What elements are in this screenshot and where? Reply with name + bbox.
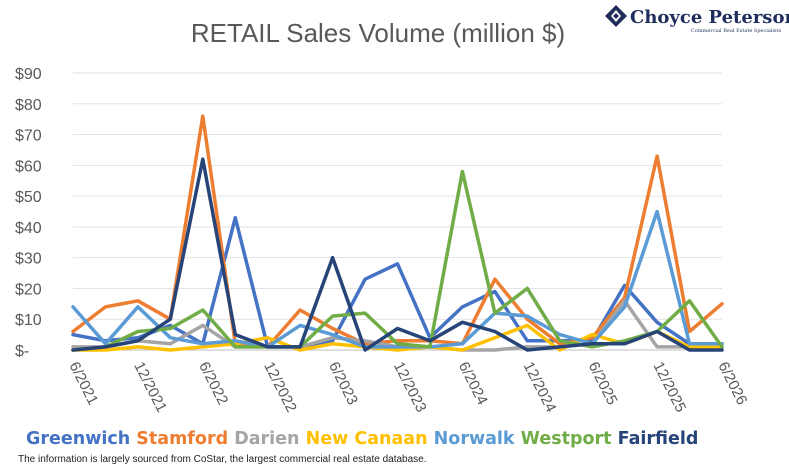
legend-item-stamford: Stamford	[130, 429, 228, 449]
series-line-greenwich	[71, 215, 724, 349]
y-tick-label: $70	[15, 128, 42, 145]
legend-item-fairfield: Fairfield	[612, 429, 699, 449]
x-tick-label: 12/2022	[260, 359, 300, 415]
y-tick-label: $50	[15, 189, 42, 206]
x-tick-label: 6/2024	[455, 359, 491, 408]
legend-item-new-canaan: New Canaan	[300, 429, 428, 449]
x-tick-label: 6/2023	[325, 359, 361, 408]
x-tick-label: 12/2024	[520, 359, 560, 415]
x-tick-label: 12/2025	[650, 359, 690, 415]
series-lines	[71, 114, 724, 352]
y-tick-label: $10	[15, 312, 42, 329]
legend: Greenwich Stamford Darien New Canaan Nor…	[26, 429, 698, 449]
x-axis-ticks: 6/2021 12/2021 6/2022 12/2022 6/2023 12/2023 6…	[65, 359, 750, 415]
logo-tagline: Commercial Real Estate Specialists	[691, 28, 782, 34]
x-tick-label: 12/2023	[390, 359, 430, 415]
y-tick-label: $80	[15, 97, 42, 114]
series-line-norwalk	[71, 209, 724, 349]
company-logo: Choyce Peterson Commercial Real Estate S…	[605, 5, 789, 34]
series-line-fairfield	[71, 157, 724, 352]
x-tick-label: 6/2022	[195, 359, 231, 408]
legend-item-westport: Westport	[515, 429, 612, 449]
y-tick-label: $90	[15, 66, 42, 83]
legend-item-norwalk: Norwalk	[428, 429, 515, 449]
legend-item-greenwich: Greenwich	[26, 429, 130, 449]
y-axis-ticks: $- $10 $20 $30 $40 $50 $60 $70 $80 $90	[15, 66, 42, 360]
series-line-new-canaan	[71, 323, 724, 352]
y-tick-label: $30	[15, 251, 42, 268]
chart-title: RETAIL Sales Volume (million $)	[191, 18, 565, 48]
y-tick-label: $-	[15, 343, 29, 360]
legend-item-darien: Darien	[228, 429, 299, 449]
footnote: The information is largely sourced from …	[18, 454, 427, 465]
x-tick-label: 6/2025	[585, 359, 621, 408]
y-tick-label: $40	[15, 220, 42, 237]
y-tick-label: $60	[15, 158, 42, 175]
y-tick-label: $20	[15, 281, 42, 298]
diamond-logo-icon	[605, 5, 627, 27]
x-tick-label: 6/2021	[65, 359, 101, 408]
series-line-stamford	[71, 114, 724, 349]
x-tick-label: 6/2026	[714, 359, 750, 408]
series-line-westport	[71, 169, 724, 352]
x-tick-label: 12/2021	[130, 359, 170, 415]
logo-name: Choyce Peterson	[630, 7, 789, 28]
